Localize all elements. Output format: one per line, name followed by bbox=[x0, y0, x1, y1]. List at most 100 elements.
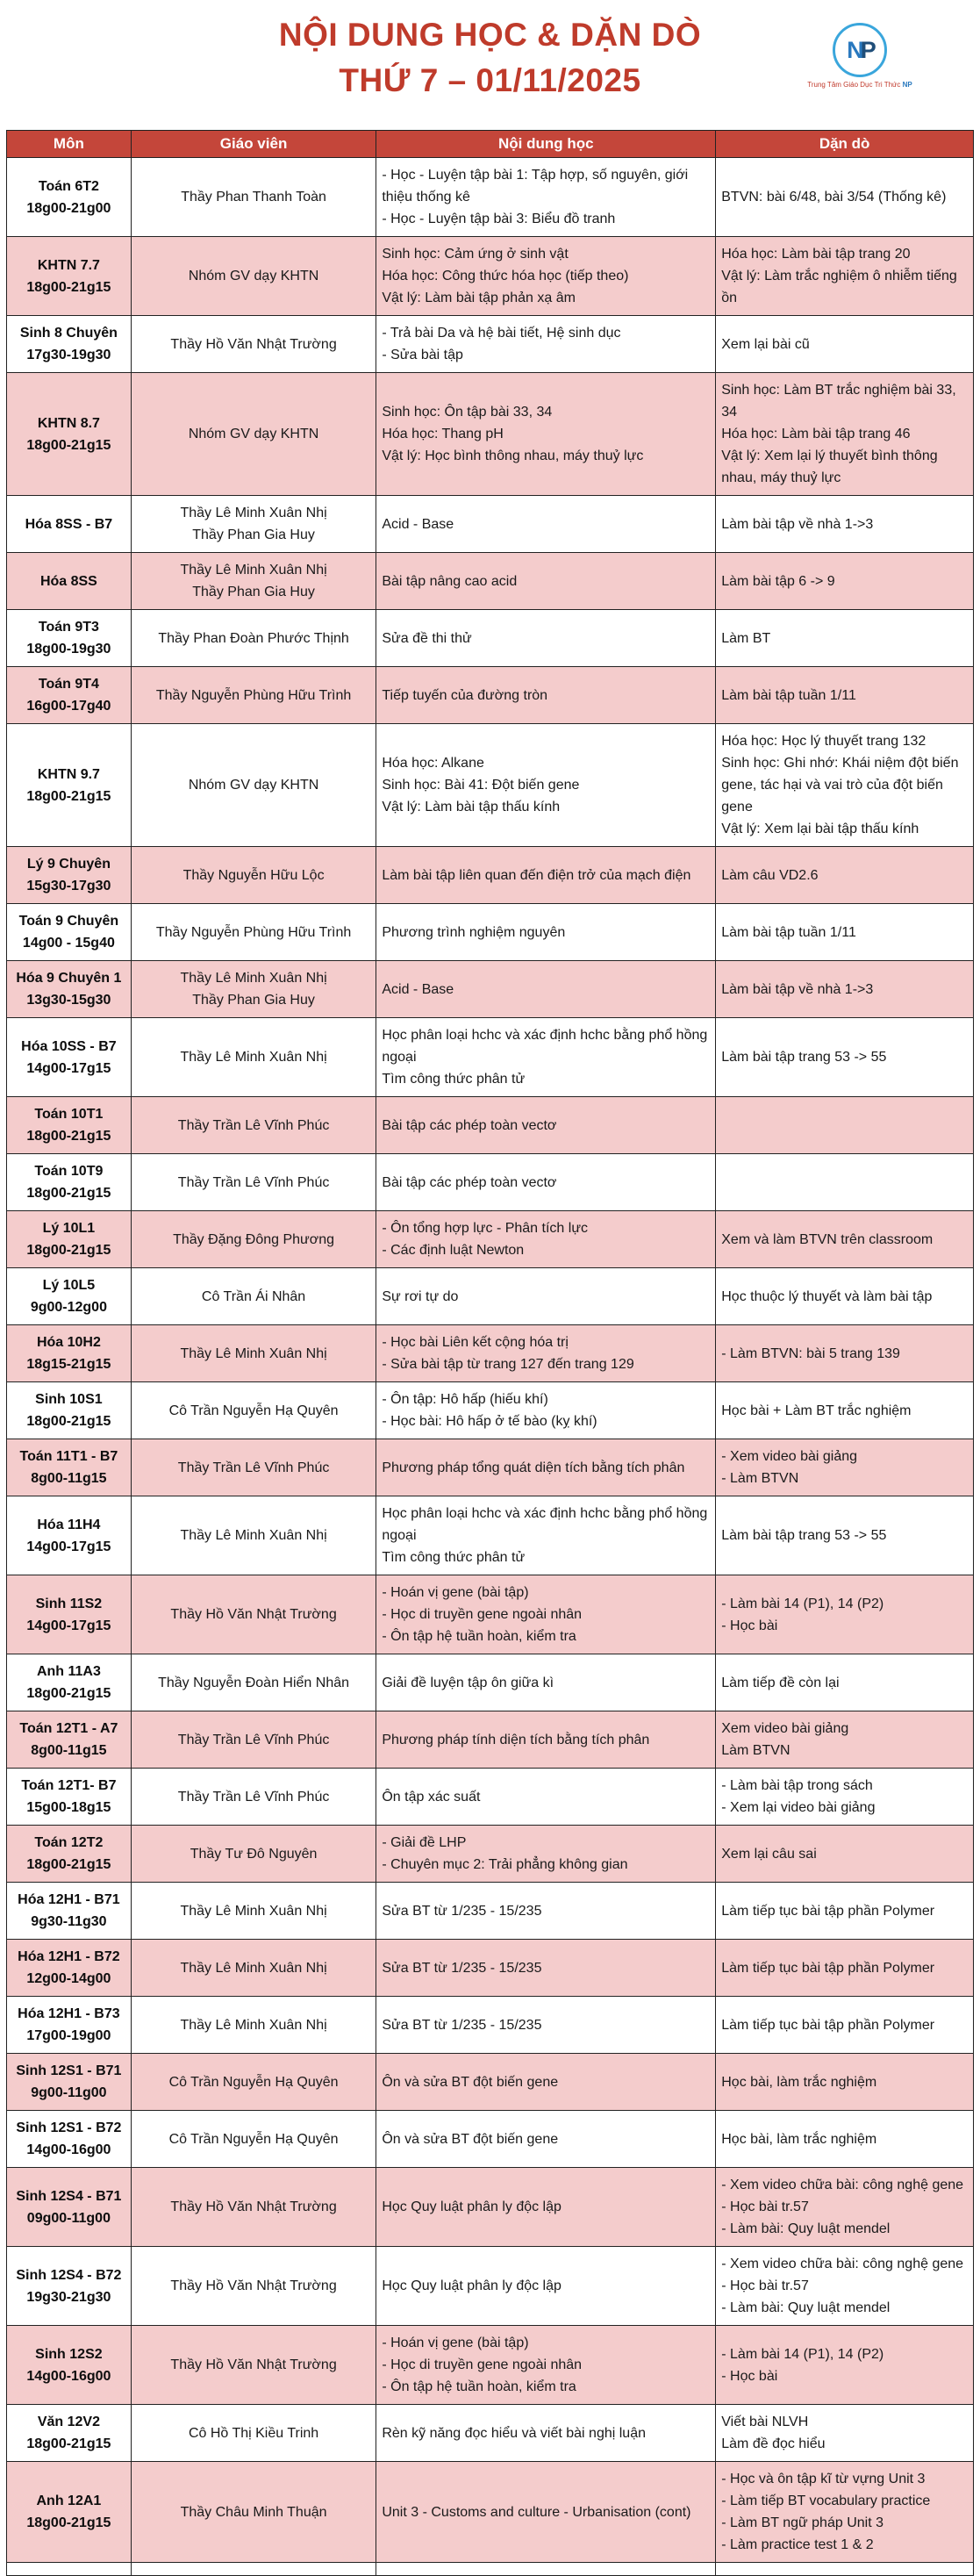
cell-subject: Toán 12T1- B7 15g00-18g15 bbox=[6, 1768, 132, 1826]
cell-teacher: Thầy Hồ Văn Nhật Trường bbox=[130, 315, 377, 373]
cell-teacher: Thầy Hồ Văn Nhật Trường bbox=[130, 2167, 377, 2247]
cell-homework: Xem lại câu sai bbox=[715, 1825, 974, 1883]
cell-teacher: Thầy Lê Minh Xuân Nhị bbox=[130, 1324, 377, 1382]
cell-subject: Toán 12T2 18g00-21g15 bbox=[6, 1825, 132, 1883]
cell-lesson-content: Sửa BT từ 1/235 - 15/235 bbox=[376, 1882, 717, 1940]
cell-subject: Văn 12V2 18g00-21g15 bbox=[6, 2404, 132, 2462]
cell-subject: Toán 9T4 16g00-17g40 bbox=[6, 666, 132, 724]
table-row: KHTN 9.7 18g00-21g15 Nhóm GV dạy KHTN Hóa … bbox=[6, 723, 974, 847]
cell-teacher: Thầy Trần Lê Vĩnh Phúc bbox=[130, 1768, 377, 1826]
cell-subject: Hóa 10SS - B7 14g00-17g15 bbox=[6, 1017, 132, 1097]
cell-homework: Làm bài tập trang 53 -> 55 bbox=[715, 1017, 974, 1097]
cell-lesson-content: - Trả bài Da và hệ bài tiết, Hệ sinh dục… bbox=[376, 315, 717, 373]
cell-teacher: Thầy Phan Đoàn Phước Thịnh bbox=[130, 609, 377, 667]
cell-teacher: Nhóm GV dạy KHTN bbox=[130, 236, 377, 316]
cell-teacher: Thầy Hồ Văn Nhật Trường bbox=[130, 2325, 377, 2405]
cell-teacher: Thầy Lê Minh Xuân Nhị bbox=[130, 1939, 377, 1997]
table-row: Sinh 12S4 - B71 09g00-11g00 Thầy Hồ Văn N… bbox=[6, 2167, 974, 2247]
cell-lesson-content: - Giải đề LHP - Chuyên mục 2: Trải phẳng… bbox=[376, 1825, 717, 1883]
col-header-mon: Môn bbox=[6, 130, 132, 158]
table-row: Toán 6T2 18g00-21g00 Thầy Phan Thanh Toàn… bbox=[6, 157, 974, 237]
cell-homework: Xem lại bài cũ bbox=[715, 315, 974, 373]
cell-subject: KHTN 9.7 18g00-21g15 bbox=[6, 723, 132, 847]
cell-subject: Sinh 8 Chuyên 17g30-19g30 bbox=[6, 315, 132, 373]
cell-teacher: Thầy Lê Minh Xuân Nhị bbox=[130, 1996, 377, 2054]
cell-teacher: Nhóm GV dạy KHTN bbox=[130, 723, 377, 847]
cell-lesson-content: Hóa học: Alkane Sinh học: Bài 41: Đột bi… bbox=[376, 723, 717, 847]
cell-homework: Làm bài tập về nhà 1->3 bbox=[715, 495, 974, 553]
cell-teacher: Thầy Lê Minh Xuân Nhị Thầy Phan Gia Huy bbox=[130, 960, 377, 1018]
cell-lesson-content: Sửa đề thi thử bbox=[376, 609, 717, 667]
cell-lesson-content: Acid - Base bbox=[376, 495, 717, 553]
table-row: Sinh 8 Chuyên 17g30-19g30 Thầy Hồ Văn Nhậ… bbox=[6, 315, 974, 373]
cell-subject: Toán 10T1 18g00-21g15 bbox=[6, 1096, 132, 1154]
cell-lesson-content: Sinh học: Ôn tập bài 33, 34 Hóa học: Tha… bbox=[376, 372, 717, 496]
cell-homework: Làm bài tập tuần 1/11 bbox=[715, 903, 974, 961]
table-row: Anh 11A3 18g00-21g15 Thầy Nguyễn Đoàn Hiể… bbox=[6, 1654, 974, 1711]
cell-subject: Lý 10L1 18g00-21g15 bbox=[6, 1210, 132, 1268]
table-row: Văn 12V2 18g00-21g15 Cô Hồ Thị Kiều Trinh… bbox=[6, 2404, 974, 2462]
table-row: Toán 9T3 18g00-19g30 Thầy Phan Đoàn Phước… bbox=[6, 609, 974, 667]
cell-teacher: Thầy Lê Minh Xuân Nhị Thầy Phan Gia Huy bbox=[130, 495, 377, 553]
cell-lesson-content: - Học - Luyện tập bài 1: Tập hợp, số ngu… bbox=[376, 157, 717, 237]
cell-subject: Sinh 12S4 - B71 09g00-11g00 bbox=[6, 2167, 132, 2247]
cell-subject: Toán 11T1 - B7 8g00-11g15 bbox=[6, 1439, 132, 1496]
table-row: KHTN 7.7 18g00-21g15 Nhóm GV dạy KHTN Sinh… bbox=[6, 236, 974, 316]
table-row: KHTN 8.7 18g00-21g15 Nhóm GV dạy KHTN Sinh… bbox=[6, 372, 974, 496]
cell-homework: Xem và làm BTVN trên classroom bbox=[715, 1210, 974, 1268]
cell-lesson-content: Ôn và sửa BT đột biến gene bbox=[376, 2053, 717, 2111]
cell-subject: Lý 10L5 9g00-12g00 bbox=[6, 1267, 132, 1325]
cell-lesson-content: Bài tập các phép toàn vectơ bbox=[376, 1096, 717, 1154]
table-row: Toán 12T1- B7 15g00-18g15 Thầy Trần Lê Vĩ… bbox=[6, 1768, 974, 1826]
title-block: NỘI DUNG HỌC & DẶN DÒ THỨ 7 – 01/11/2025… bbox=[0, 0, 980, 130]
cell-homework: Học bài + Làm BT trắc nghiệm bbox=[715, 1381, 974, 1439]
table-row: Hóa 10H2 18g15-21g15 Thầy Lê Minh Xuân Nh… bbox=[6, 1324, 974, 1382]
col-header-giao-vien: Giáo viên bbox=[130, 130, 377, 158]
cell-homework: - Xem video chữa bài: công nghệ gene - H… bbox=[715, 2246, 974, 2326]
logo-letter-n: N bbox=[847, 36, 863, 63]
cell-subject: KHTN 8.7 18g00-21g15 bbox=[6, 372, 132, 496]
cell-homework: BTVN: bài 6/48, bài 3/54 (Thống kê) bbox=[715, 157, 974, 237]
cell-teacher: Cô Hồ Thị Kiều Trinh bbox=[130, 2404, 377, 2462]
schedule-table: Môn Giáo viên Nội dung học Dặn dò Toán 6… bbox=[6, 130, 974, 2576]
table-header-row: Môn Giáo viên Nội dung học Dặn dò bbox=[6, 130, 974, 158]
cell-teacher: Thầy Nguyễn Hữu Lộc bbox=[130, 846, 377, 904]
cell-homework: Viết bài NLVH Làm đề đọc hiểu bbox=[715, 2404, 974, 2462]
cell-homework: - Làm bài 14 (P1), 14 (P2) - Học bài bbox=[715, 1575, 974, 1654]
cell-subject: Hóa 12H1 - B72 12g00-14g00 bbox=[6, 1939, 132, 1997]
table-row: Toán 10T1 18g00-21g15 Thầy Trần Lê Vĩnh P… bbox=[6, 1096, 974, 1154]
cell-lesson-content: - Ôn tập: Hô hấp (hiếu khí) - Học bài: H… bbox=[376, 1381, 717, 1439]
cell-subject: Toán 9 Chuyên 14g00 - 15g40 bbox=[6, 903, 132, 961]
cell-homework: - Học và ôn tập kĩ từ vựng Unit 3 - Làm … bbox=[715, 2461, 974, 2563]
cell-homework: Làm bài tập tuần 1/11 bbox=[715, 666, 974, 724]
cell-teacher: Thầy Trần Lê Vĩnh Phúc bbox=[130, 1439, 377, 1496]
cell-lesson-content: - Hoán vị gene (bài tập) - Học di truyền… bbox=[376, 2325, 717, 2405]
cell-subject: Sinh 12S1 - B72 14g00-16g00 bbox=[6, 2110, 132, 2168]
cell-subject: Lý 9 Chuyên 15g30-17g30 bbox=[6, 846, 132, 904]
page-title-line1: NỘI DUNG HỌC & DẶN DÒ bbox=[278, 17, 702, 53]
cell-lesson-content: Sửa BT từ 1/235 - 15/235 bbox=[376, 1939, 717, 1997]
cell-lesson-content: Sửa BT từ 1/235 - 15/235 bbox=[376, 1996, 717, 2054]
cell-subject: Anh 12A1 18g00-21g15 bbox=[6, 2461, 132, 2563]
logo-letter-p: P bbox=[860, 36, 876, 63]
cell-homework bbox=[715, 1153, 974, 1211]
table-row: Toán 11T1 - B7 8g00-11g15 Thầy Trần Lê Vĩ… bbox=[6, 1439, 974, 1496]
table-row: Sinh 12S1 - B71 9g00-11g00 Cô Trần Nguyễn… bbox=[6, 2053, 974, 2111]
logo-caption-text: Trung Tâm Giáo Dục Tri Thức bbox=[807, 81, 901, 89]
cell-homework: Xem video bài giảng Làm BTVN bbox=[715, 1711, 974, 1769]
cell-subject: Hóa 10H2 18g15-21g15 bbox=[6, 1324, 132, 1382]
cell-subject: Toán 12T1 - A7 8g00-11g15 bbox=[6, 1711, 132, 1769]
cell-homework: - Làm bài tập trong sách - Xem lại video… bbox=[715, 1768, 974, 1826]
table-row: Hóa 10SS - B7 14g00-17g15 Thầy Lê Minh Xu… bbox=[6, 1017, 974, 1097]
cell-homework: Làm tiếp tục bài tập phần Polymer bbox=[715, 1996, 974, 2054]
cell-teacher: Thầy Hồ Văn Nhật Trường bbox=[130, 1575, 377, 1654]
cell-homework bbox=[715, 2562, 974, 2576]
page-title: NỘI DUNG HỌC & DẶN DÒ THỨ 7 – 01/11/2025 bbox=[0, 12, 980, 104]
table-row: Sinh 10S1 18g00-21g15 Cô Trần Nguyễn Hạ Q… bbox=[6, 1381, 974, 1439]
cell-teacher: Cô Trần Nguyễn Hạ Quyên bbox=[130, 2110, 377, 2168]
cell-teacher: Thầy Đặng Đông Phương bbox=[130, 1210, 377, 1268]
cell-lesson-content: - Hoán vị gene (bài tập) - Học di truyền… bbox=[376, 1575, 717, 1654]
table-row: Lý 9 Chuyên 15g30-17g30 Thầy Nguyễn Hữu L… bbox=[6, 846, 974, 904]
cell-subject bbox=[6, 2562, 132, 2576]
cell-teacher: Cô Trần Ái Nhân bbox=[130, 1267, 377, 1325]
